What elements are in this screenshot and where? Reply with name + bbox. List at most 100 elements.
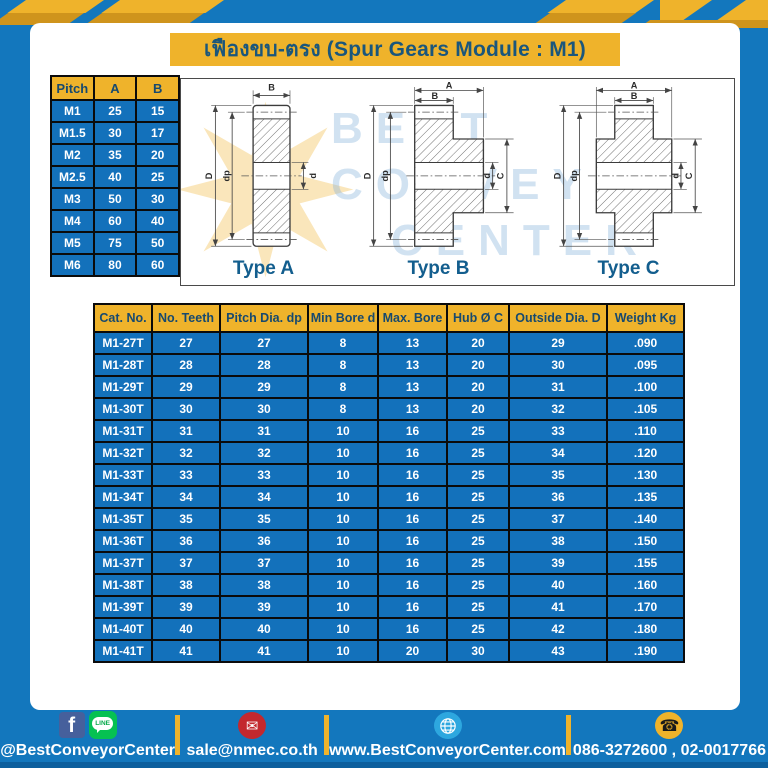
cell: 20: [446, 331, 510, 355]
cell: 32: [219, 441, 309, 465]
cell: 8: [307, 397, 379, 421]
dim-label-dp: dp: [379, 170, 389, 182]
dim-label-B: B: [268, 82, 275, 92]
table-row: M1-38T 38 38 10 16 25 40.160: [93, 573, 685, 597]
dim-label-D: D: [362, 172, 372, 179]
stripe: [101, 0, 224, 13]
cell: 80: [92, 253, 138, 277]
cell: .190: [606, 639, 685, 663]
cell: 34: [508, 441, 608, 465]
cell: M1-36T: [93, 529, 153, 553]
cell: 16: [377, 529, 448, 553]
cell: 42: [508, 617, 608, 641]
cell: 25: [446, 595, 510, 619]
cell: M4: [50, 209, 95, 233]
cell: 30: [92, 121, 138, 145]
table-row: M6 80 60: [50, 253, 180, 277]
header-row: Pitch A B: [50, 75, 180, 101]
column-header: Cat. No.: [93, 303, 153, 333]
cell: M2.5: [50, 165, 95, 189]
cell: 31: [151, 419, 221, 443]
cell: .095: [606, 353, 685, 377]
column-header: Min Bore d: [307, 303, 379, 333]
cell: 28: [151, 353, 221, 377]
cell: 29: [151, 375, 221, 399]
table-row: M1-39T 39 39 10 16 25 41.170: [93, 595, 685, 619]
cell: .100: [606, 375, 685, 399]
cell: 10: [307, 441, 379, 465]
cell: 35: [508, 463, 608, 487]
cell: 29: [219, 375, 309, 399]
cell: 16: [377, 419, 448, 443]
header-row: Cat. No. No. Teeth Pitch Dia. dp Min Bore d…: [93, 303, 685, 333]
footer-email: ✉ sale@nmec.co.th: [180, 712, 324, 762]
cell: 20: [377, 639, 448, 663]
cell: 25: [446, 617, 510, 641]
table-row: M1-41T 41 41 10 20 30 43.190: [93, 639, 685, 663]
table-row: M1-34T 34 34 10 16 25 36.135: [93, 485, 685, 509]
cell: 50: [135, 231, 180, 255]
column-header: B: [135, 75, 180, 101]
cell: M3: [50, 187, 95, 211]
cell: 60: [92, 209, 138, 233]
phone-numbers: 086-3272600 , 02-0017766: [572, 742, 766, 759]
cell: M1-27T: [93, 331, 153, 355]
cell: 35: [219, 507, 309, 531]
pitch-table: Pitch A B M1 25 15 M1.5 30 17 M2 35 20 M2.5 40 25 M3 50 3…: [50, 75, 180, 277]
footer-divider: [324, 715, 330, 755]
cell: 15: [135, 99, 180, 123]
column-header: Weight Kg: [606, 303, 685, 333]
table-row: M1-27T 27 27 8 13 20 29.090: [93, 331, 685, 355]
cell: 27: [151, 331, 221, 355]
cell: 32: [508, 397, 608, 421]
cell: 36: [508, 485, 608, 509]
social-handle: @BestConveyorCenter: [0, 742, 175, 759]
cell: .160: [606, 573, 685, 597]
stripe: [660, 0, 768, 20]
cell: 40: [508, 573, 608, 597]
cell: M1-33T: [93, 463, 153, 487]
cell: 36: [219, 529, 309, 553]
cell: M1-30T: [93, 397, 153, 421]
cell: 40: [135, 209, 180, 233]
cell: 29: [508, 331, 608, 355]
cell: 35: [151, 507, 221, 531]
cell: .090: [606, 331, 685, 355]
cell: M1-39T: [93, 595, 153, 619]
cell: 30: [135, 187, 180, 211]
column-header: No. Teeth: [151, 303, 221, 333]
cell: M1-38T: [93, 573, 153, 597]
dim-label-d: d: [670, 173, 680, 179]
cell: 10: [307, 573, 379, 597]
cell: 75: [92, 231, 138, 255]
dim-label-B: B: [630, 91, 637, 101]
cell: .105: [606, 397, 685, 421]
cell: 16: [377, 551, 448, 575]
dim-label-A: A: [630, 82, 637, 91]
cell: M2: [50, 143, 95, 167]
cell: .150: [606, 529, 685, 553]
cell: 10: [307, 595, 379, 619]
cell: 33: [151, 463, 221, 487]
cell: 43: [508, 639, 608, 663]
line-icon: LINE: [88, 711, 117, 739]
cell: 10: [307, 485, 379, 509]
column-header: Max. Bore: [377, 303, 448, 333]
cell: 16: [377, 595, 448, 619]
footer-divider: [175, 715, 181, 755]
footer-divider: [565, 715, 571, 755]
gear-table: Cat. No. No. Teeth Pitch Dia. dp Min Bore d…: [93, 303, 685, 663]
cell: 40: [151, 617, 221, 641]
cell: 39: [151, 595, 221, 619]
cell: 25: [446, 551, 510, 575]
cell: 36: [151, 529, 221, 553]
cell: M1-31T: [93, 419, 153, 443]
cell: 13: [377, 331, 448, 355]
table-row: M5 75 50: [50, 231, 180, 255]
cell: 27: [219, 331, 309, 355]
cell: 10: [307, 419, 379, 443]
cell: M1-28T: [93, 353, 153, 377]
cell: 40: [92, 165, 138, 189]
website-url: www.BestConveyorCenter.com: [329, 742, 566, 759]
